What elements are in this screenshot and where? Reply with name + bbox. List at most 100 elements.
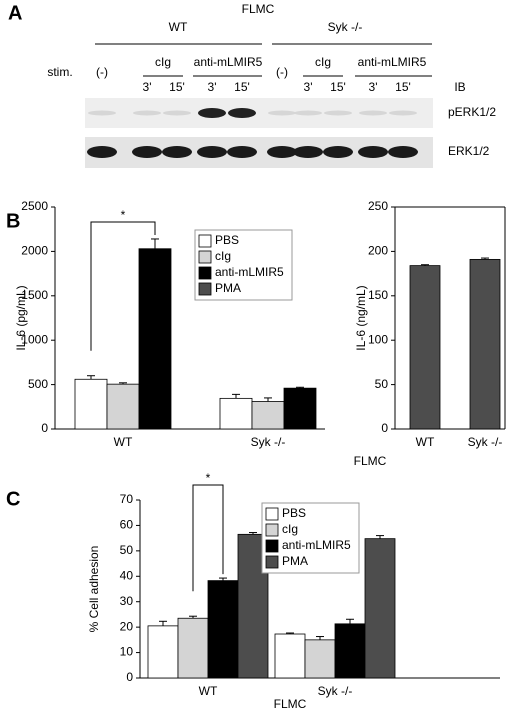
time-label: 3' [369,80,378,94]
legend-label: cIg [215,249,231,263]
y-tick-label: 250 [368,199,388,213]
time-label: 15' [169,80,185,94]
band [359,110,387,116]
stim-label: stim. [47,65,72,79]
blot-title: FLMC [242,2,275,16]
panel-label: A [8,2,22,24]
legend-label: PBS [215,233,239,247]
band [323,146,353,158]
time-label: 15' [395,80,411,94]
x-tick-label: WT [416,435,435,449]
bar [283,387,317,430]
x-axis-label: FLMC [274,697,307,711]
x-tick-label: Syk -/- [318,684,353,698]
y-tick-label: 1500 [21,288,48,302]
bar [469,258,501,430]
y-tick-label: 50 [120,543,134,557]
legend-swatch [198,234,212,248]
bar [177,617,209,679]
band [389,110,417,116]
treatment-label: anti-mLMIR5 [358,55,427,69]
y-tick-label: 70 [120,492,134,506]
y-tick-label: 500 [28,377,48,391]
band [198,108,226,118]
band [388,146,418,158]
treatment-label: (-) [276,65,288,79]
treatment-label: anti-mLMIR5 [194,55,263,69]
legend-label: PMA [282,554,308,568]
significance-bracket [90,221,156,351]
band [197,146,227,158]
legend-swatch [265,555,279,569]
y-axis-label: % Cell adhesion [87,546,101,633]
band [324,110,352,116]
legend-swatch [265,507,279,521]
band [293,146,323,158]
treatment-label: cIg [315,55,331,69]
band [268,110,296,116]
x-tick-label: Syk -/- [468,435,503,449]
y-tick-label: 0 [41,421,48,435]
legend-label: PMA [215,281,241,295]
bar [364,538,396,679]
y-tick-label: 150 [368,288,388,302]
bar [147,625,179,679]
annotation: * [121,208,126,222]
legend-label: anti-mLMIR5 [282,538,351,552]
time-label: 3' [304,80,313,94]
y-tick-label: 0 [126,670,133,684]
band [163,110,191,116]
x-tick-label: Syk -/- [251,435,286,449]
blot-panel: FLMC stim. IB pERK1/2 ERK1/2 WT (-) cIg ant… [47,2,496,168]
blot-label: pERK1/2 [448,105,496,119]
x-tick-label: WT [199,684,218,698]
bar [74,378,108,430]
bar [219,397,253,430]
legend-swatch [265,523,279,537]
x-tick-label: WT [114,435,133,449]
y-tick-label: 200 [368,244,388,258]
bar [207,580,239,679]
y-tick-label: 0 [381,421,388,435]
y-tick-label: 2000 [21,244,48,258]
band [133,110,161,116]
legend-swatch [198,266,212,280]
bar [138,248,172,430]
y-tick-label: 2500 [21,199,48,213]
time-label: 15' [234,80,250,94]
annotation: * [206,471,211,485]
band [227,146,257,158]
band [132,146,162,158]
x-axis-label: FLMC [354,454,387,468]
panel-label: B [6,210,20,232]
genotype-label: WT [169,20,188,34]
bar [106,383,140,430]
legend-swatch [198,282,212,296]
significance-bracket [192,484,224,592]
y-tick-label: 30 [120,594,134,608]
bar [334,623,366,679]
y-axis-label: IL-6 (ng/mL) [354,285,368,350]
ib-label: IB [454,80,465,94]
treatment-label: cIg [155,55,171,69]
band [162,146,192,158]
time-label: 3' [143,80,152,94]
band [87,146,117,158]
genotype-label: Syk -/- [328,20,363,34]
bar [409,265,441,430]
band [358,146,388,158]
time-label: 3' [208,80,217,94]
y-axis-label: IL-6 (pg/mL) [14,285,28,350]
bar [304,639,336,679]
y-tick-label: 10 [120,645,134,659]
y-tick-label: 50 [375,377,389,391]
treatment-label: (-) [96,65,108,79]
bar [274,633,306,679]
band [228,108,256,118]
legend-label: anti-mLMIR5 [215,265,284,279]
band [267,146,297,158]
legend-label: PBS [282,506,306,520]
band [88,110,116,116]
time-label: 15' [330,80,346,94]
